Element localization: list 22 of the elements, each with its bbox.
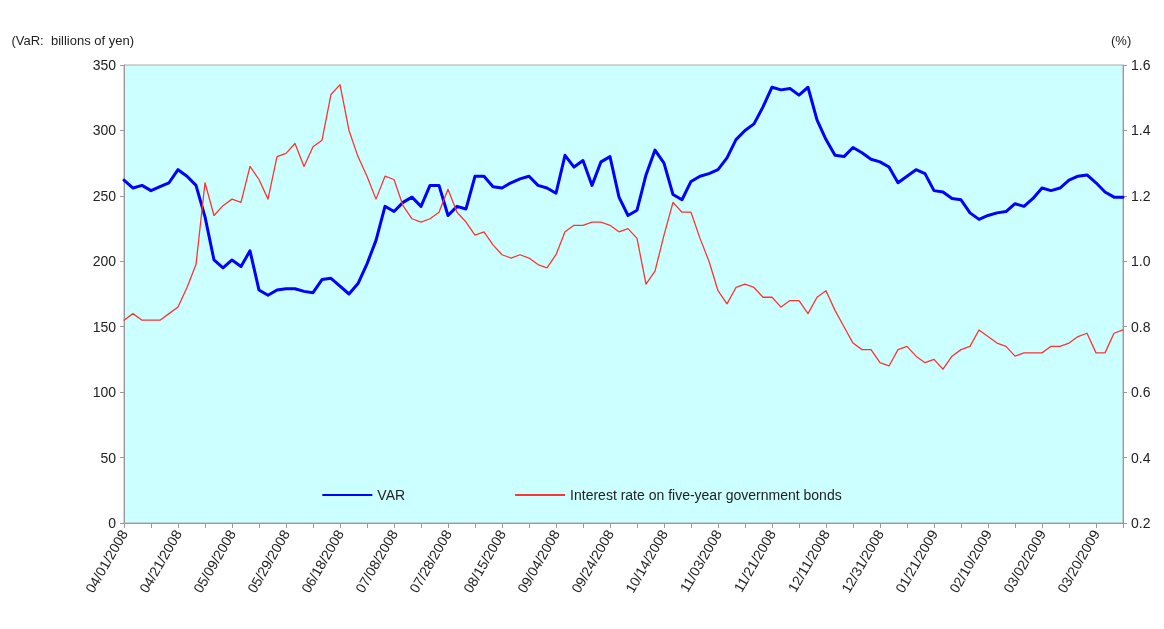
y-tick-label: 300 (92, 122, 117, 139)
line-series (123, 83, 1124, 370)
y-tick-label: 200 (92, 253, 117, 270)
y-tick-label: 100 (92, 384, 117, 401)
y-tick-label: 150 (92, 318, 117, 335)
y-tick-label: 250 (92, 187, 117, 204)
y2-tick-label: 0.2 (1131, 515, 1151, 531)
y-axis-title: (VaR: billions of yen) (11, 33, 134, 48)
y2-tick-label: 1.6 (1131, 57, 1151, 73)
y2-tick-label: 1.2 (1131, 187, 1151, 204)
y-tick-label: 50 (100, 449, 117, 466)
y2-tick-label: 0.8 (1131, 318, 1151, 335)
y2-tick-label: 1.4 (1131, 122, 1151, 139)
legend-label: Interest rate on five-year government bonds (570, 487, 842, 503)
legend-label: VAR (377, 487, 406, 503)
y2-axis-title: (%) (1111, 33, 1132, 48)
y2-tick-label: 0.6 (1131, 384, 1151, 401)
y2-tick-label: 0.4 (1131, 449, 1151, 466)
y-tick-label: 350 (92, 57, 117, 73)
y2-tick-label: 1.0 (1131, 253, 1151, 270)
line-series (122, 85, 1125, 297)
y-tick-label: 0 (108, 515, 117, 531)
